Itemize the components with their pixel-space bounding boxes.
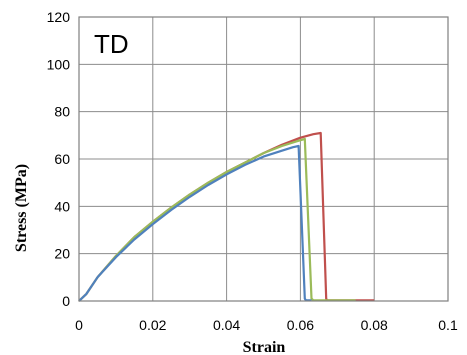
series-line-3 xyxy=(78,144,312,302)
x-tick-label: 0.06 xyxy=(287,317,314,333)
x-tick-label: 0.1 xyxy=(438,317,458,333)
series-line-2 xyxy=(78,137,356,302)
y-tick-label: 60 xyxy=(54,151,70,167)
y-tick-label: 80 xyxy=(54,104,70,120)
panel-label: TD xyxy=(94,29,129,59)
plot-frame xyxy=(78,16,449,302)
grid-lines xyxy=(78,16,449,302)
y-tick-label: 40 xyxy=(54,198,70,214)
x-tick-label: 0 xyxy=(75,317,83,333)
y-tick-label: 100 xyxy=(47,56,71,72)
x-axis-title: Strain xyxy=(243,339,286,355)
series-lines xyxy=(78,131,375,302)
y-axis-title: Stress (MPa) xyxy=(13,164,30,252)
y-tick-label: 120 xyxy=(47,9,71,25)
x-tick-label: 0.08 xyxy=(361,317,388,333)
x-tick-label: 0.02 xyxy=(139,317,166,333)
y-tick-label: 20 xyxy=(54,246,70,262)
x-tick-label: 0.04 xyxy=(213,317,240,333)
x-tick-labels: 0 0.02 0.04 0.06 0.08 0.1 xyxy=(75,317,458,333)
y-tick-labels: 0 20 40 60 80 100 120 xyxy=(47,9,71,309)
y-tick-label: 0 xyxy=(62,293,70,309)
